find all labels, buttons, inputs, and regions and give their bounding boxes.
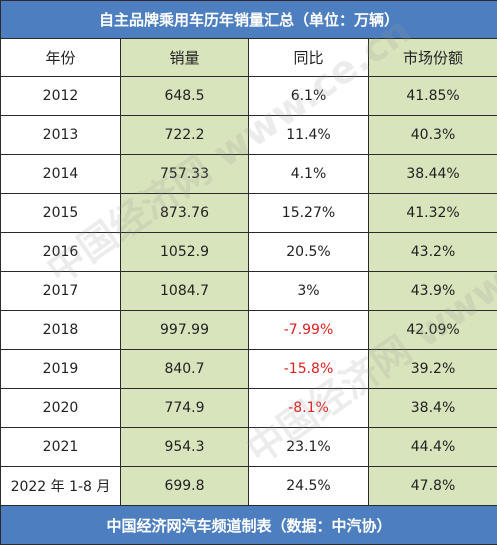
cell-sales: 1052.9 [121, 233, 249, 272]
cell-sales: 873.76 [121, 194, 249, 233]
cell-year: 2021 [1, 428, 121, 467]
cell-share: 41.32% [369, 194, 497, 233]
cell-share: 43.2% [369, 233, 497, 272]
table-title-row: 自主品牌乘用车历年销量汇总（单位：万辆） [1, 1, 497, 39]
cell-year: 2022 年 1-8 月 [1, 467, 121, 506]
cell-year: 2015 [1, 194, 121, 233]
cell-sales: 954.3 [121, 428, 249, 467]
cell-sales: 1084.7 [121, 272, 249, 311]
cell-yoy: 11.4% [249, 116, 369, 155]
cell-yoy: 15.27% [249, 194, 369, 233]
cell-share: 40.3% [369, 116, 497, 155]
cell-share: 41.85% [369, 77, 497, 116]
cell-yoy: 23.1% [249, 428, 369, 467]
cell-yoy: 24.5% [249, 467, 369, 506]
cell-sales: 648.5 [121, 77, 249, 116]
header-sales: 销量 [121, 39, 249, 77]
table-footer: 中国经济网汽车频道制表（数据：中汽协） [1, 506, 497, 545]
cell-share: 38.4% [369, 389, 497, 428]
header-row: 年份 销量 同比 市场份额 [1, 39, 497, 77]
cell-sales: 722.2 [121, 116, 249, 155]
cell-yoy: -7.99% [249, 311, 369, 350]
cell-yoy: -8.1% [249, 389, 369, 428]
table-footer-row: 中国经济网汽车频道制表（数据：中汽协） [1, 506, 497, 545]
cell-share: 47.8% [369, 467, 497, 506]
header-year: 年份 [1, 39, 121, 77]
cell-share: 38.44% [369, 155, 497, 194]
cell-yoy: -15.8% [249, 350, 369, 389]
cell-yoy: 6.1% [249, 77, 369, 116]
header-yoy: 同比 [249, 39, 369, 77]
cell-yoy: 4.1% [249, 155, 369, 194]
cell-share: 43.9% [369, 272, 497, 311]
cell-year: 2018 [1, 311, 121, 350]
cell-share: 44.4% [369, 428, 497, 467]
cell-year: 2016 [1, 233, 121, 272]
table-title: 自主品牌乘用车历年销量汇总（单位：万辆） [1, 1, 497, 39]
cell-sales: 840.7 [121, 350, 249, 389]
cell-sales: 757.33 [121, 155, 249, 194]
cell-year: 2019 [1, 350, 121, 389]
cell-share: 42.09% [369, 311, 497, 350]
cell-year: 2020 [1, 389, 121, 428]
cell-yoy: 20.5% [249, 233, 369, 272]
cell-year: 2017 [1, 272, 121, 311]
cell-sales: 997.99 [121, 311, 249, 350]
header-share: 市场份额 [369, 39, 497, 77]
cell-sales: 699.8 [121, 467, 249, 506]
cell-share: 39.2% [369, 350, 497, 389]
cell-year: 2014 [1, 155, 121, 194]
cell-year: 2012 [1, 77, 121, 116]
cell-sales: 774.9 [121, 389, 249, 428]
cell-year: 2013 [1, 116, 121, 155]
cell-yoy: 3% [249, 272, 369, 311]
